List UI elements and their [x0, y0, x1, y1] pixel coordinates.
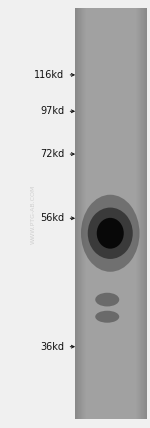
- Ellipse shape: [95, 293, 119, 306]
- Text: 56kd: 56kd: [40, 213, 64, 223]
- Ellipse shape: [81, 195, 140, 272]
- Text: WWW.PTG-AB.COM: WWW.PTG-AB.COM: [30, 184, 36, 244]
- Text: 72kd: 72kd: [40, 149, 64, 159]
- Ellipse shape: [95, 311, 119, 323]
- Text: 36kd: 36kd: [40, 342, 64, 352]
- Text: 97kd: 97kd: [40, 106, 64, 116]
- Ellipse shape: [88, 208, 133, 259]
- Text: 116kd: 116kd: [34, 70, 64, 80]
- Ellipse shape: [97, 218, 124, 249]
